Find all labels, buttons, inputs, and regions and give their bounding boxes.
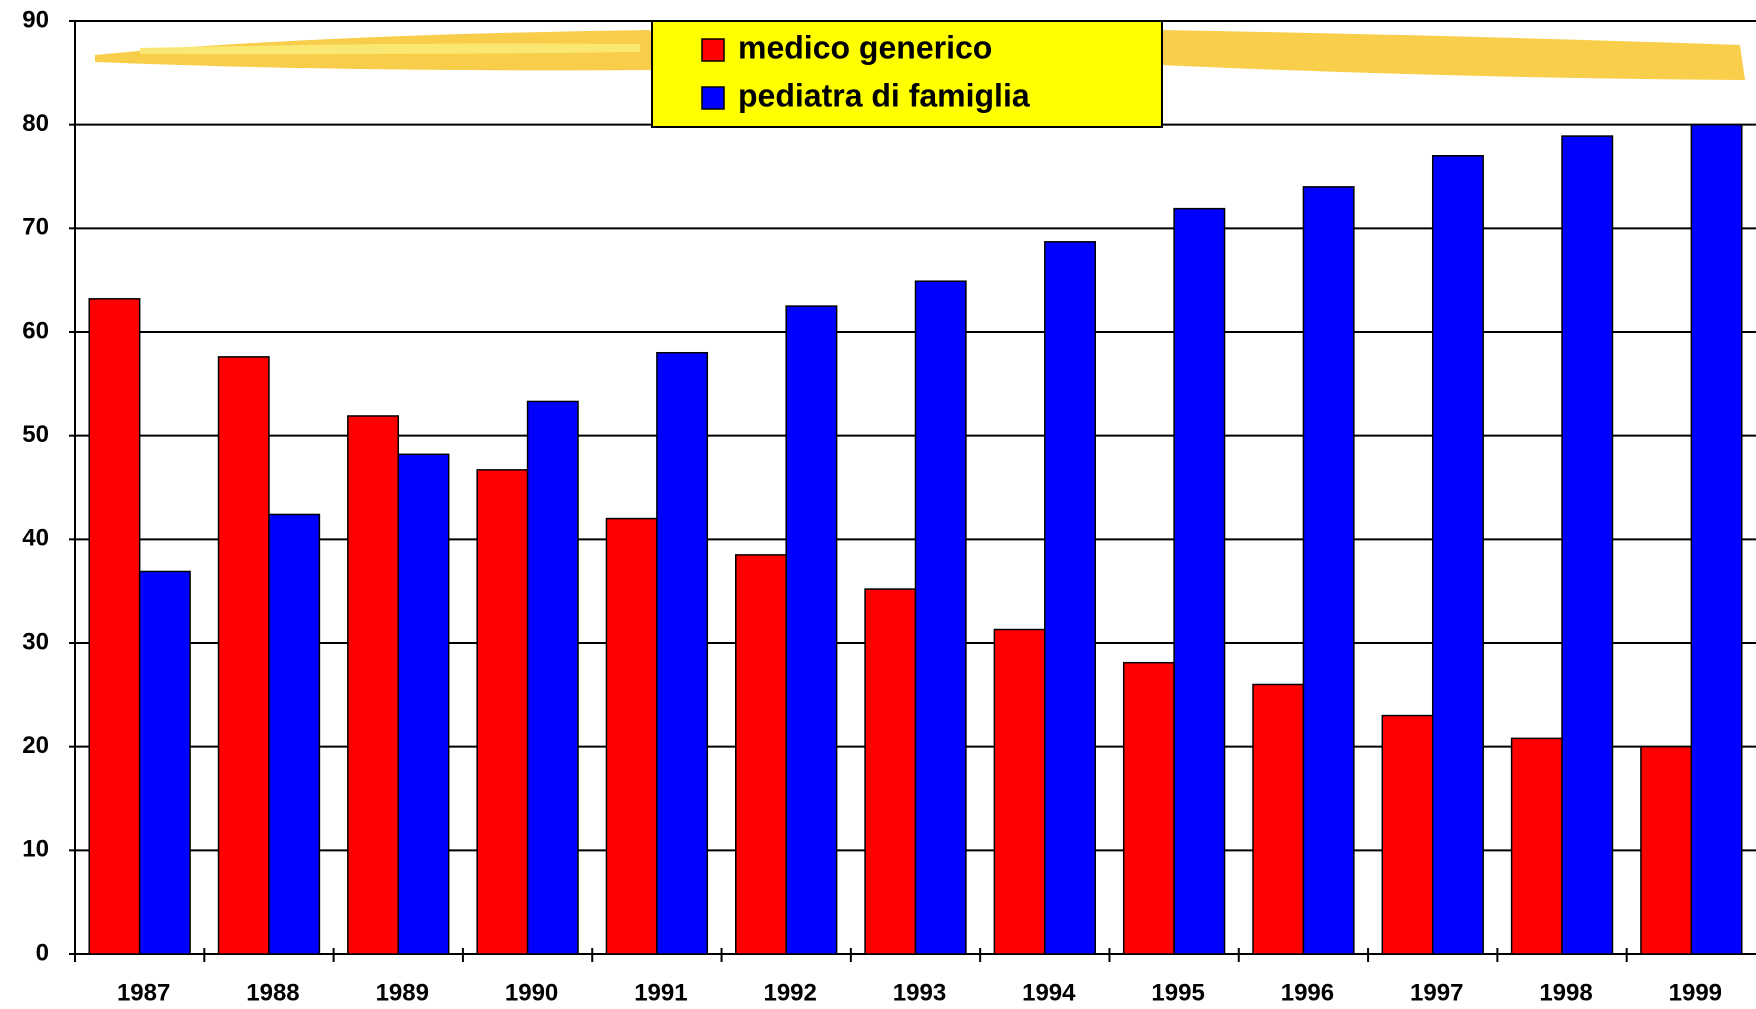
bar [348,416,398,954]
x-tick-label: 1989 [376,979,429,1006]
bar [994,630,1044,954]
chart: 0 10 20 30 40 50 60 70 80 90 1987 1988 1989 1990 1991 1… [0,0,1756,1009]
x-tick-label: 1990 [505,979,558,1006]
bar [606,519,656,954]
bar [786,306,836,954]
y-tick-label: 80 [22,110,49,137]
bar [1512,738,1562,954]
y-tick-label: 50 [22,421,49,448]
legend-label: medico generico [738,29,992,65]
x-tick-label: 1997 [1410,979,1463,1006]
bar [1303,187,1353,954]
bar [1174,209,1224,954]
bar [1562,136,1612,954]
bar [1253,684,1303,954]
bar [219,357,269,954]
x-tick-label: 1992 [763,979,816,1006]
bar [269,514,319,954]
legend-label: pediatra di famiglia [738,77,1030,113]
bar [140,571,190,954]
legend: medico generico pediatra di famiglia [652,21,1162,127]
bar [1691,125,1741,954]
bar [1045,242,1095,954]
bar [1641,747,1691,954]
x-tick-label: 1995 [1151,979,1204,1006]
bar [865,589,915,954]
x-tick-label: 1998 [1539,979,1592,1006]
y-tick-label: 10 [22,836,49,863]
bar [89,299,139,954]
bar [916,281,966,954]
bar [528,401,578,954]
x-tick-label: 1993 [893,979,946,1006]
legend-swatch [702,39,724,61]
bar [477,470,527,954]
y-tick-label: 20 [22,732,49,759]
x-tick-label: 1991 [634,979,687,1006]
bar [398,454,448,954]
x-tick-label: 1999 [1669,979,1722,1006]
y-tick-label: 70 [22,214,49,241]
bar [1433,156,1483,954]
x-tick-label: 1996 [1281,979,1334,1006]
x-tick-label: 1987 [117,979,170,1006]
y-tick-label: 40 [22,525,49,552]
y-tick-label: 90 [22,6,49,33]
bar [657,353,707,954]
y-tick-label: 60 [22,317,49,344]
bar [1124,663,1174,954]
bar [1382,716,1432,954]
y-tick-label: 0 [36,939,49,966]
y-tick-label: 30 [22,628,49,655]
x-tick-label: 1994 [1022,979,1076,1006]
bar [736,555,786,954]
legend-swatch [702,87,724,109]
x-tick-label: 1988 [246,979,299,1006]
